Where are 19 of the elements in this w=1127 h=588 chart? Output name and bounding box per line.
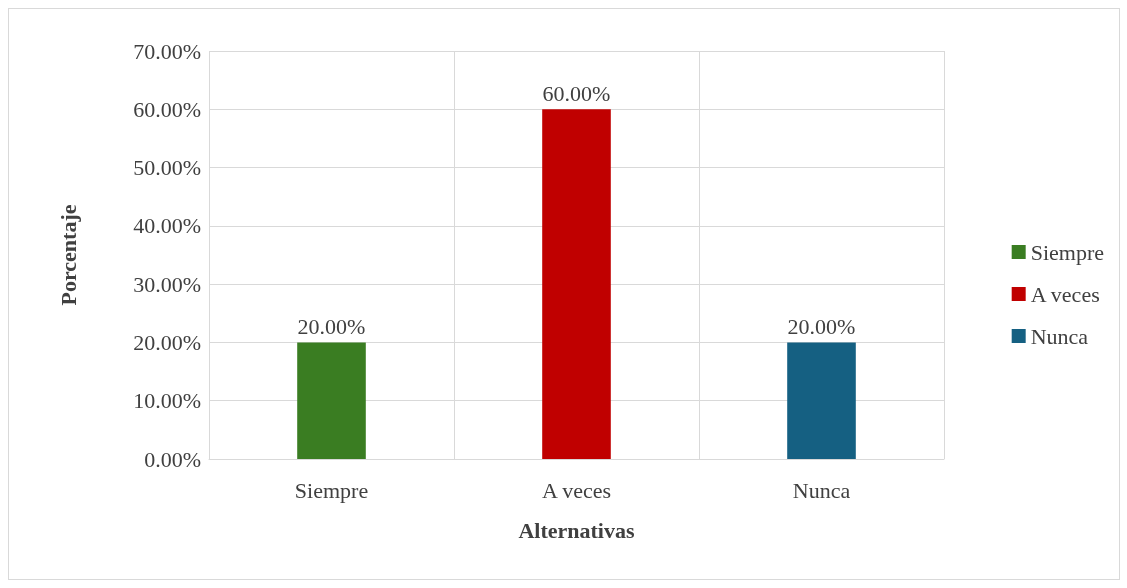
data-label: 60.00% bbox=[542, 80, 611, 106]
y-tick-label: 20.00% bbox=[133, 329, 201, 355]
x-axis-title: Alternativas bbox=[518, 517, 635, 543]
x-tick-label: Siempre bbox=[294, 477, 369, 503]
legend-label: Siempre bbox=[1030, 239, 1105, 265]
y-tick-label: 70.00% bbox=[133, 38, 201, 64]
y-tick-label: 0.00% bbox=[144, 446, 201, 472]
y-tick-label: 30.00% bbox=[133, 271, 201, 297]
y-tick-label: 40.00% bbox=[133, 213, 201, 239]
y-tick-label: 60.00% bbox=[133, 96, 201, 122]
y-axis-title: Porcentaje bbox=[55, 204, 81, 306]
x-tick-label: A veces bbox=[541, 477, 612, 503]
y-tick-label: 10.00% bbox=[133, 388, 201, 414]
y-tick-label: 50.00% bbox=[133, 155, 201, 181]
legend-label: Nunca bbox=[1030, 323, 1089, 349]
data-label: 20.00% bbox=[297, 313, 366, 339]
data-label: 20.00% bbox=[787, 313, 856, 339]
legend-label: A veces bbox=[1030, 281, 1100, 307]
x-tick-label: Nunca bbox=[792, 477, 851, 503]
